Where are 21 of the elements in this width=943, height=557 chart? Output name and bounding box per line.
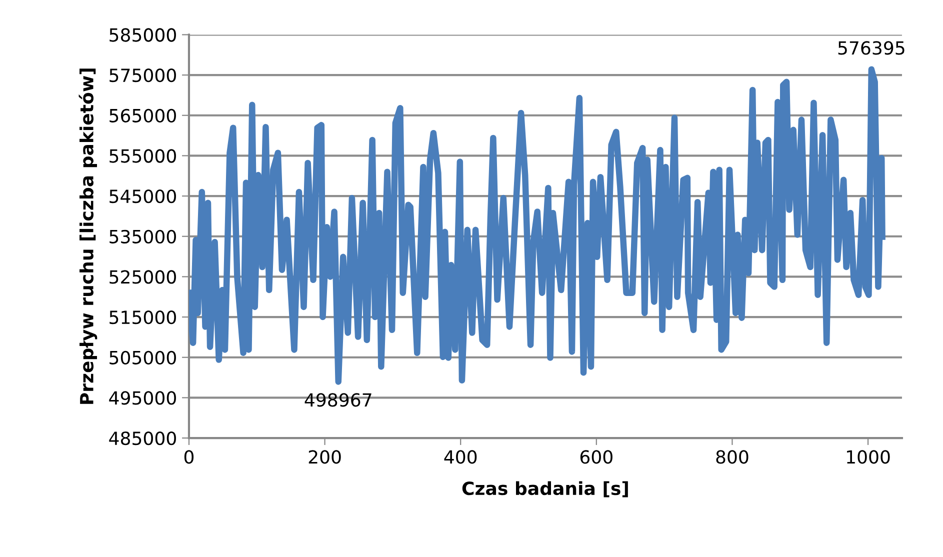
y-axis-title: Przepływ ruchu [liczba pakietów] bbox=[78, 68, 98, 404]
y-tick-label: 575000 bbox=[110, 68, 176, 82]
y-tick-label: 585000 bbox=[110, 28, 176, 42]
annotation: 576395 bbox=[838, 41, 904, 55]
y-tick-label: 535000 bbox=[110, 230, 176, 244]
y-tick-label: 485000 bbox=[109, 431, 176, 446]
y-tick-label: 495000 bbox=[109, 391, 176, 405]
x-tick-label: 600 bbox=[580, 450, 612, 464]
annotation: 498967 bbox=[304, 393, 372, 407]
y-tick-label: 545000 bbox=[110, 189, 176, 204]
x-tick-label: 400 bbox=[444, 450, 477, 464]
y-tick-label: 565000 bbox=[110, 108, 176, 122]
x-tick-label: 800 bbox=[716, 450, 748, 464]
y-tick-label: 505000 bbox=[110, 350, 176, 364]
y-tick-label: 555000 bbox=[110, 149, 176, 163]
x-tick-label: 1000 bbox=[847, 450, 890, 464]
x-axis-title: Czas badania [s] bbox=[462, 481, 628, 498]
x-tick-label: 0 bbox=[184, 450, 194, 464]
x-tick-label: 200 bbox=[308, 450, 341, 464]
y-tick-label: 515000 bbox=[110, 310, 176, 324]
y-tick-label: 525000 bbox=[110, 270, 176, 284]
